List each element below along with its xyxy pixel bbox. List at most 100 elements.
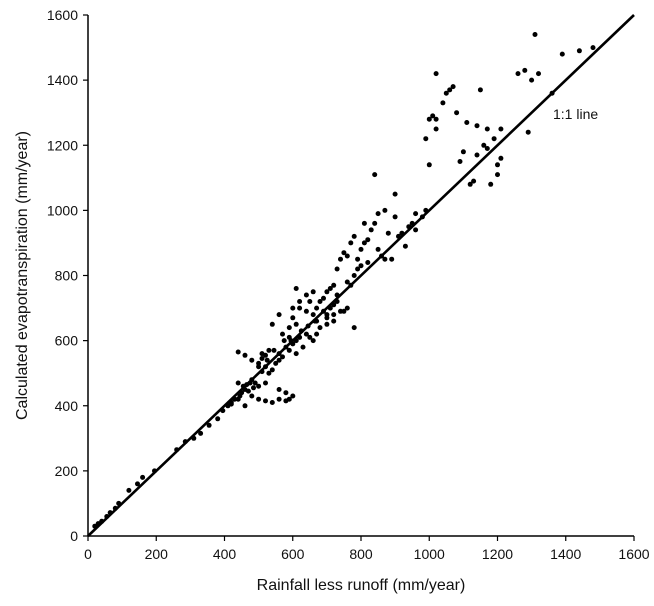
data-point bbox=[338, 256, 343, 262]
data-point bbox=[283, 344, 289, 350]
data-point bbox=[288, 338, 294, 344]
data-point bbox=[256, 383, 262, 389]
data-point bbox=[107, 510, 113, 516]
data-point bbox=[433, 126, 439, 132]
data-point bbox=[321, 295, 326, 301]
data-point bbox=[344, 305, 350, 311]
data-point bbox=[447, 87, 453, 93]
data-point bbox=[276, 351, 282, 357]
data-point bbox=[303, 331, 309, 337]
data-point bbox=[419, 214, 425, 220]
data-point bbox=[413, 211, 419, 217]
data-point bbox=[358, 246, 364, 252]
x-tick-label: 1000 bbox=[414, 546, 445, 562]
data-point bbox=[525, 129, 531, 135]
data-point bbox=[321, 308, 326, 314]
data-point bbox=[104, 514, 110, 519]
data-point bbox=[368, 227, 374, 233]
data-point bbox=[235, 380, 241, 386]
data-point bbox=[351, 325, 357, 331]
data-point bbox=[286, 396, 292, 402]
data-point bbox=[474, 123, 480, 129]
data-point bbox=[365, 237, 371, 243]
data-point bbox=[392, 191, 398, 197]
data-point bbox=[259, 369, 265, 375]
data-point bbox=[402, 243, 408, 249]
data-point bbox=[495, 172, 500, 178]
data-point bbox=[290, 305, 296, 311]
data-point bbox=[327, 305, 333, 311]
data-point bbox=[215, 416, 221, 422]
data-point bbox=[375, 246, 381, 252]
data-point bbox=[235, 396, 241, 402]
data-point bbox=[375, 211, 381, 217]
data-point bbox=[348, 240, 354, 246]
data-point bbox=[358, 263, 364, 269]
data-point bbox=[324, 321, 330, 327]
x-tick-label: 600 bbox=[281, 546, 305, 562]
data-point bbox=[334, 292, 340, 298]
data-point bbox=[460, 149, 466, 155]
data-point bbox=[174, 447, 180, 453]
data-point bbox=[344, 253, 350, 259]
data-point bbox=[488, 181, 494, 187]
data-point bbox=[454, 110, 460, 116]
data-point bbox=[112, 505, 118, 511]
data-point bbox=[140, 474, 146, 480]
data-point bbox=[433, 71, 439, 77]
data-point bbox=[341, 308, 347, 314]
data-point bbox=[529, 77, 535, 83]
data-point bbox=[430, 113, 436, 119]
data-point bbox=[324, 289, 330, 295]
data-point bbox=[576, 48, 582, 54]
data-point bbox=[307, 299, 313, 304]
x-tick-label: 0 bbox=[84, 546, 92, 562]
axis-ticks: 0 200 400 600 800 1000 1200 1400 1600 0 200 400 600 8… bbox=[47, 7, 650, 562]
data-point bbox=[286, 325, 292, 331]
data-point bbox=[491, 136, 497, 142]
data-point bbox=[443, 90, 449, 96]
data-point bbox=[351, 233, 357, 239]
data-point bbox=[293, 286, 299, 291]
data-point bbox=[152, 468, 157, 474]
data-point bbox=[283, 390, 289, 396]
data-point bbox=[372, 172, 378, 178]
data-point bbox=[385, 230, 391, 236]
data-point bbox=[355, 266, 361, 272]
data-point bbox=[536, 71, 541, 77]
data-point bbox=[312, 318, 318, 324]
data-point bbox=[290, 315, 296, 321]
data-point bbox=[252, 380, 258, 386]
data-point bbox=[269, 321, 275, 327]
data-point bbox=[259, 356, 265, 361]
data-point bbox=[286, 347, 292, 353]
data-point bbox=[235, 349, 241, 355]
data-point bbox=[198, 430, 204, 436]
x-tick-label: 200 bbox=[145, 546, 169, 562]
data-point bbox=[351, 273, 357, 278]
data-point bbox=[348, 282, 354, 288]
data-point bbox=[298, 328, 304, 334]
data-point bbox=[276, 387, 282, 392]
y-tick-label: 200 bbox=[55, 463, 79, 479]
data-point bbox=[365, 260, 371, 265]
data-point bbox=[310, 338, 316, 344]
data-point bbox=[249, 393, 255, 399]
data-point bbox=[450, 84, 456, 90]
data-point bbox=[293, 338, 299, 344]
data-point bbox=[522, 67, 528, 73]
data-point bbox=[249, 377, 255, 383]
y-axis-title: Calculated evapotranspiration (mm/year) bbox=[14, 131, 31, 420]
data-point bbox=[409, 220, 415, 226]
data-point bbox=[276, 312, 282, 318]
data-point bbox=[317, 299, 323, 304]
data-point bbox=[293, 351, 299, 357]
data-point bbox=[297, 299, 303, 304]
data-point bbox=[281, 338, 287, 344]
data-point bbox=[426, 116, 432, 122]
data-point bbox=[232, 396, 238, 402]
data-point bbox=[498, 155, 504, 161]
data-point bbox=[263, 364, 268, 370]
data-point bbox=[303, 308, 309, 314]
